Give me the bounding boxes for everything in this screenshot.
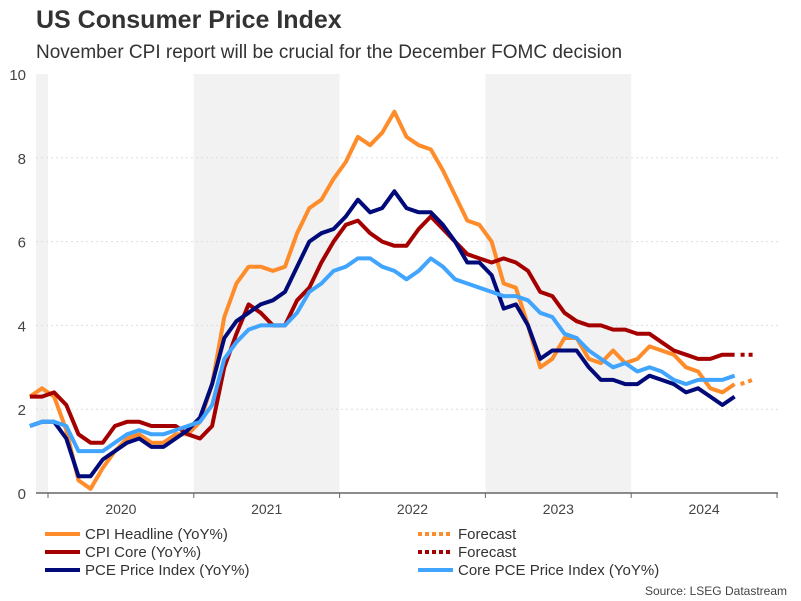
y-tick-label: 0: [18, 486, 26, 503]
y-tick-label: 4: [18, 318, 26, 335]
series-line-2: [29, 189, 736, 479]
y-tick-label: 8: [18, 151, 26, 168]
legend-label: Forecast: [458, 544, 517, 561]
chart-subtitle: November CPI report will be crucial for …: [36, 42, 623, 63]
x-tick-label: 2023: [543, 501, 574, 517]
y-tick-label: 10: [9, 67, 26, 84]
series-line-3: [29, 256, 736, 454]
legend-label: CPI Headline (YoY%): [85, 526, 228, 543]
x-tick-label: 2024: [689, 501, 720, 517]
legend-label: Forecast: [458, 526, 517, 543]
shaded-band: [36, 74, 48, 493]
forecast-line-0: [739, 378, 754, 386]
x-tick-label: 2020: [105, 501, 136, 517]
chart-title: US Consumer Price Index: [36, 6, 342, 34]
x-tick-label: 2022: [397, 501, 428, 517]
series-line-0: [28, 109, 736, 491]
x-tick-label: 2021: [251, 501, 282, 517]
shaded-band-2021: [193, 74, 340, 493]
y-tick-label: 2: [18, 402, 26, 419]
series-line-1: [29, 214, 735, 445]
legend-label: CPI Core (YoY%): [85, 544, 201, 561]
y-tick-label: 6: [18, 235, 26, 252]
source-note: Source: LSEG Datastream: [644, 584, 787, 598]
legend-label: PCE Price Index (YoY%): [85, 562, 250, 579]
legend-label: Core PCE Price Index (YoY%): [458, 562, 659, 579]
